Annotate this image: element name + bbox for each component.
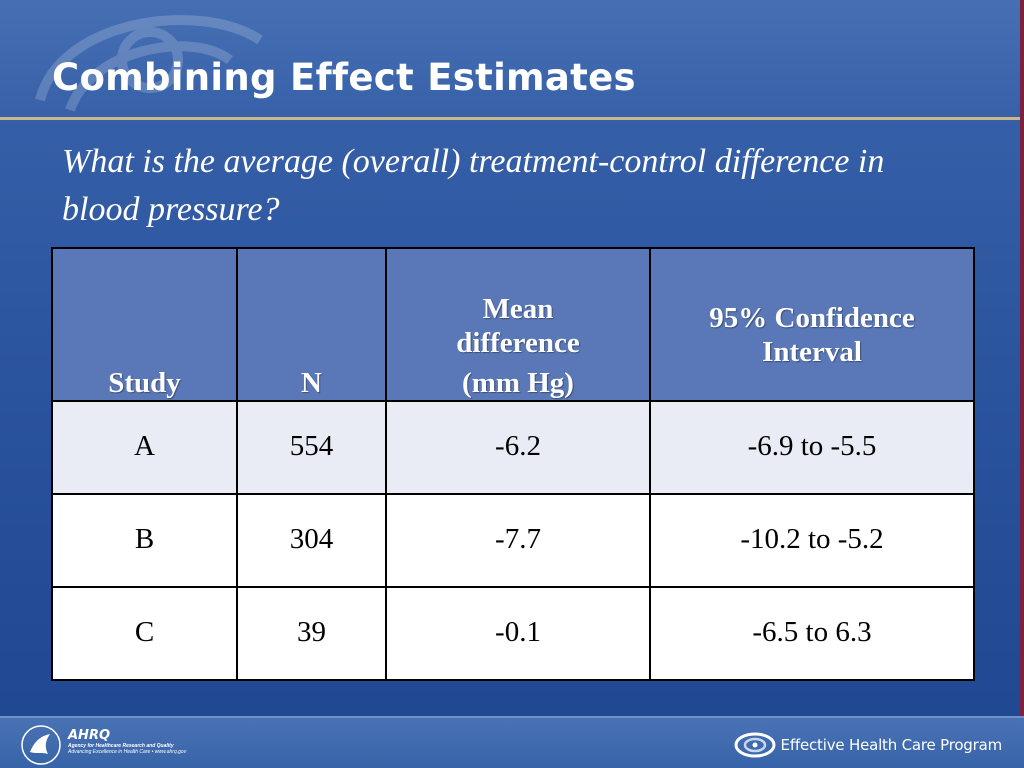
right-edge-accent [1020,0,1024,768]
table-header-row: Study N Mean difference (mm Hg) 95% Conf… [51,247,975,402]
header-n: N [236,247,387,402]
cell-n: 554 [236,400,387,495]
ehc-program-name: Effective Health Care Program [780,736,1003,754]
cell-mean: -7.7 [385,493,651,588]
cell-n: 39 [236,586,387,681]
cell-ci: -6.9 to -5.5 [649,400,975,495]
cell-study: C [51,586,238,681]
cell-study: A [51,400,238,495]
footer-divider [0,716,1024,718]
effect-estimates-table: Study N Mean difference (mm Hg) 95% Conf… [51,247,975,681]
ahrq-logo-block: AHRQ Agency for Healthcare Research and … [68,728,238,755]
cell-study: B [51,493,238,588]
slide-subtitle: What is the average (overall) treatment-… [62,143,885,228]
cell-n: 304 [236,493,387,588]
cell-mean: -6.2 [385,400,651,495]
title-divider [0,117,1024,120]
header-mean-difference: Mean difference (mm Hg) [385,247,651,402]
cell-mean: -0.1 [385,586,651,681]
slide-title: Combining Effect Estimates [52,56,636,99]
cell-ci: -6.5 to 6.3 [649,586,975,681]
ehc-swirl-logo-icon [734,732,776,758]
header-band [0,0,1024,118]
ahrq-tagline: Advancing Excellence in Health Care • ww… [68,749,187,755]
ahrq-logo: AHRQ [68,728,111,743]
table-row: C 39 -0.1 -6.5 to 6.3 [51,586,975,681]
header-ci-line2: Interval [762,335,862,368]
ahrq-agency-name: Agency for Healthcare Research and Quali… [68,743,174,749]
table-row: B 304 -7.7 -10.2 to -5.2 [51,493,975,588]
header-mean-line1: Mean [482,293,554,325]
ehc-program-logo: Effective Health Care Program [733,728,1002,762]
header-ci-line1: 95% Confidence [709,301,915,334]
header-mean-line3: (mm Hg) [462,367,574,399]
footer-band [0,716,1024,768]
header-confidence-interval: 95% Confidence Interval [649,247,975,402]
cell-ci: -10.2 to -5.2 [649,493,975,588]
header-mean-line2: difference [456,327,580,359]
table-row: A 554 -6.2 -6.9 to -5.5 [51,400,975,495]
hhs-eagle-seal-icon [21,725,61,765]
header-study: Study [51,247,238,402]
background-swirl-icon [35,15,263,112]
